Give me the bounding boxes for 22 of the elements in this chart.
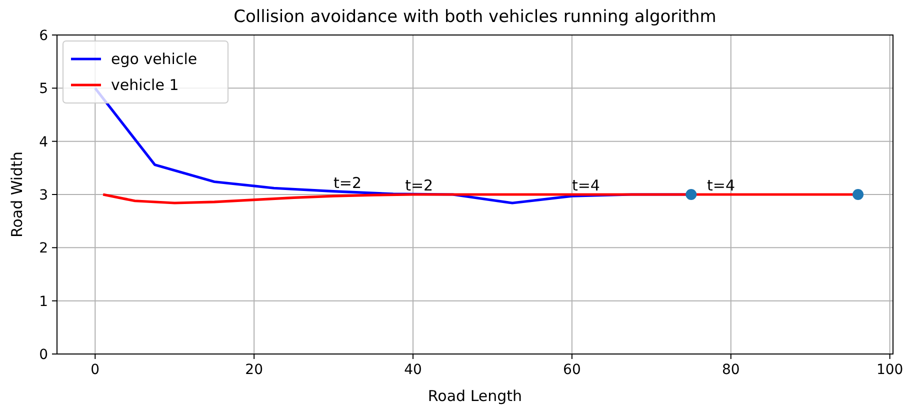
y-tick-label: 4	[39, 134, 48, 150]
x-tick-label: 0	[90, 362, 100, 378]
y-tick-label: 2	[39, 240, 48, 257]
chart-title: Collision avoidance with both vehicles running algorithm	[234, 7, 716, 27]
annotation: t=4	[572, 176, 600, 194]
x-tick-label: 60	[563, 362, 581, 378]
y-tick-label: 0	[39, 347, 48, 363]
x-tick-label: 80	[722, 362, 740, 378]
legend-label: ego vehicle	[111, 50, 198, 68]
y-axis-title: Road Width	[8, 152, 26, 238]
y-tick-label: 5	[39, 81, 48, 98]
x-axis-title: Road Length	[428, 387, 522, 405]
legend-label: vehicle 1	[111, 76, 179, 94]
x-tick-label: 100	[876, 362, 904, 378]
x-tick-label: 20	[245, 362, 263, 378]
x-tick-label: 40	[404, 362, 422, 378]
y-tick-label: 6	[39, 28, 48, 44]
annotation: t=2	[405, 176, 434, 194]
annotation: t=2	[334, 174, 362, 192]
y-tick-label: 3	[39, 188, 48, 204]
y-tick-label: 1	[39, 294, 48, 310]
annotation: t=4	[707, 176, 736, 194]
